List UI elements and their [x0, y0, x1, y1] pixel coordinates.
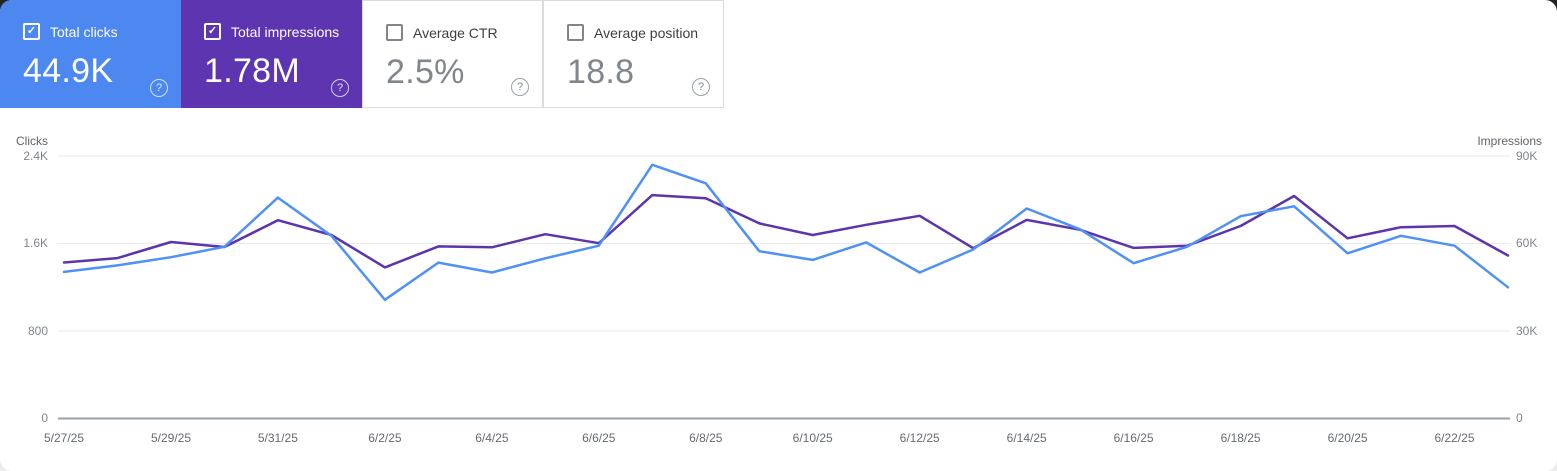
average-position-value: 18.8 [567, 53, 635, 91]
right-tick: 90K [1516, 149, 1538, 163]
x-axis-label: 6/22/25 [1434, 431, 1475, 445]
x-axis-label: 6/10/25 [792, 431, 833, 445]
card-label: Total impressions [231, 23, 340, 40]
x-axis-label: 5/27/25 [43, 431, 85, 445]
left-tick: 800 [27, 324, 48, 338]
card-average-ctr[interactable]: ✓ Average CTR 2.5% ? [362, 0, 543, 108]
x-axis-label: 6/2/25 [368, 431, 402, 445]
help-icon[interactable]: ? [511, 78, 529, 96]
right-tick: 30K [1516, 324, 1538, 338]
right-axis-title: Impressions [1477, 134, 1542, 148]
x-axis-label: 6/14/25 [1006, 431, 1047, 445]
card-header: ✓ Average CTR [386, 24, 542, 41]
right-tick: 60K [1516, 236, 1538, 250]
x-axis-label: 6/16/25 [1113, 431, 1154, 445]
x-axis-label: 5/31/25 [257, 431, 298, 445]
checkmark-icon: ✓ [207, 25, 218, 37]
total-impressions-checkbox[interactable]: ✓ [204, 23, 221, 40]
average-ctr-value: 2.5% [386, 53, 465, 91]
average-ctr-checkbox[interactable]: ✓ [386, 24, 403, 41]
x-axis-label: 6/18/25 [1220, 431, 1261, 445]
card-header: ✓ Total impressions [204, 23, 362, 40]
card-label: Total clicks [50, 23, 118, 40]
average-position-checkbox[interactable]: ✓ [567, 24, 584, 41]
right-tick: 0 [1516, 411, 1523, 425]
card-total-clicks[interactable]: ✓ Total clicks 44.9K ? [0, 0, 181, 108]
card-average-position[interactable]: ✓ Average position 18.8 ? [543, 0, 724, 108]
left-axis-title: Clicks [16, 134, 48, 148]
x-axis-label: 6/6/25 [582, 431, 616, 445]
help-icon[interactable]: ? [150, 79, 168, 97]
left-tick: 0 [41, 411, 48, 425]
x-axis-label: 6/8/25 [689, 431, 723, 445]
x-axis-label: 5/29/25 [150, 431, 192, 445]
left-tick: 1.6K [23, 236, 48, 250]
x-axis-label: 6/4/25 [475, 431, 509, 445]
card-header: ✓ Total clicks [23, 23, 181, 40]
help-icon[interactable]: ? [331, 79, 349, 97]
left-tick: 2.4K [23, 149, 48, 163]
x-axis-label: 6/12/25 [899, 431, 940, 445]
card-label: Average CTR [413, 24, 498, 41]
total-clicks-value: 44.9K [23, 52, 114, 90]
clicks-line [62, 163, 1510, 302]
card-header: ✓ Average position [567, 24, 723, 41]
help-icon[interactable]: ? [692, 78, 710, 96]
card-label: Average position [594, 24, 699, 41]
total-clicks-checkbox[interactable]: ✓ [23, 23, 40, 40]
metric-cards-row: ✓ Total clicks 44.9K ? ✓ Total impressio… [0, 0, 724, 108]
x-axis-label: 6/20/25 [1327, 431, 1368, 445]
card-total-impressions[interactable]: ✓ Total impressions 1.78M ? [181, 0, 362, 108]
checkmark-icon: ✓ [26, 25, 37, 37]
total-impressions-value: 1.78M [204, 52, 300, 90]
